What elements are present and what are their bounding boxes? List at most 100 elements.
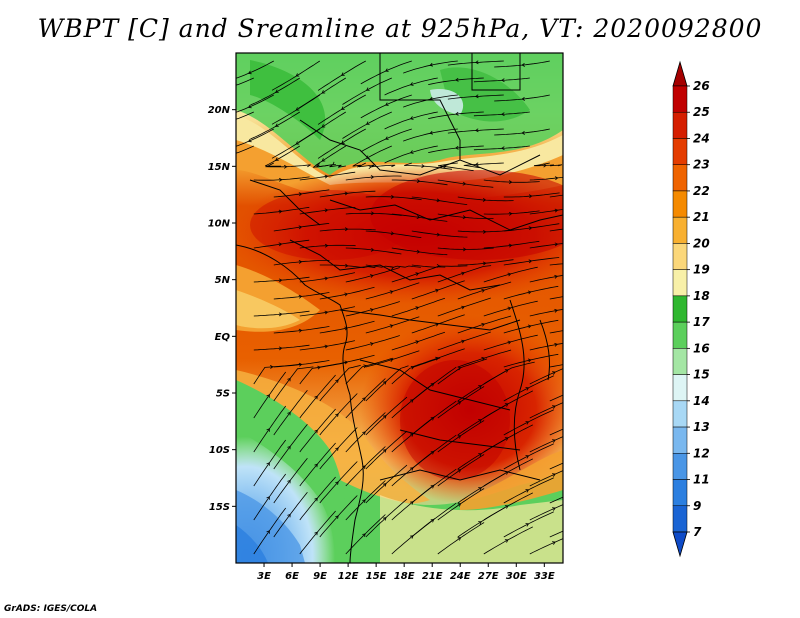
lon-tick-label: 21E (422, 571, 443, 582)
streamline-arrow (314, 429, 318, 434)
streamline-arrow (435, 288, 439, 293)
streamline-arrow (324, 344, 329, 349)
streamline-arrow (247, 104, 252, 109)
streamline-arrow (385, 68, 389, 72)
streamline-arrow (362, 533, 366, 537)
streamline (549, 394, 563, 402)
streamline-arrow (573, 492, 576, 495)
streamline-arrow (482, 197, 487, 202)
map-panel (228, 53, 578, 563)
streamline-arrow (295, 73, 300, 77)
streamline-arrow (266, 530, 270, 534)
streamline-arrow (457, 366, 462, 371)
colorbar-segment (672, 111, 688, 139)
colorbar-label: 20 (693, 236, 710, 250)
lon-tick-label: 6E (285, 571, 299, 582)
streamline-arrow (335, 481, 339, 485)
colorbar-label: 19 (693, 263, 710, 277)
streamline-arrow (525, 523, 530, 527)
lat-tick-label: 5S (216, 389, 230, 400)
streamline-arrow (552, 473, 556, 477)
streamline-arrow (573, 390, 576, 393)
colorbar-bottom-arrow (672, 531, 688, 558)
streamline-arrow (298, 328, 303, 333)
lon-tick-label: 27E (478, 571, 499, 582)
streamline-arrow (314, 395, 318, 400)
streamline-arrow (266, 428, 270, 432)
streamline-arrow (409, 116, 414, 120)
streamline-arrow (525, 489, 530, 493)
lat-tick-label: 10S (209, 445, 230, 456)
streamline-arrow (335, 447, 339, 451)
streamline-arrow (369, 308, 374, 312)
streamline-arrow (575, 361, 578, 364)
streamline (549, 330, 563, 334)
streamline-arrow (504, 505, 509, 509)
streamline-arrow (278, 312, 283, 317)
streamline (549, 462, 563, 470)
streamline (236, 77, 254, 86)
colorbar-segment (672, 505, 688, 533)
streamline-arrow (461, 271, 465, 276)
streamline-arrow (478, 419, 482, 423)
streamline-arrow (528, 226, 533, 231)
colorbar-label: 25 (693, 105, 710, 119)
streamline-arrow (554, 176, 559, 181)
streamline-arrow (455, 77, 459, 82)
streamline-arrow (554, 308, 558, 313)
streamline-arrow (389, 324, 394, 328)
streamline-arrow (266, 394, 270, 398)
streamline-arrow (266, 496, 270, 500)
streamline-arrow (344, 191, 349, 196)
colorbar-segment (672, 243, 688, 270)
streamline-arrow (295, 107, 300, 111)
streamline-arrow (382, 517, 387, 521)
streamlines (228, 60, 578, 555)
streamline-arrow (507, 340, 512, 345)
streamline-arrow (321, 124, 326, 128)
colorbar-label: 22 (693, 184, 710, 198)
streamline-arrow (475, 162, 479, 167)
streamline (549, 228, 563, 232)
streamline-arrow (521, 62, 525, 67)
streamline-arrow (462, 215, 467, 220)
streamline (549, 530, 563, 538)
streamline-arrow (525, 421, 530, 425)
map-frame (235, 52, 564, 564)
streamline-arrow (462, 181, 467, 186)
streamline-arrow (409, 399, 414, 403)
streamline-arrow (528, 194, 533, 199)
colorbar-segment (672, 190, 688, 218)
colorbar-label: 21 (693, 210, 710, 224)
streamline-arrow (275, 157, 279, 161)
colorbar-segment (672, 295, 688, 323)
streamline-arrow (278, 346, 283, 351)
streamline-arrow (362, 465, 366, 469)
streamline-arrow (455, 145, 459, 150)
streamline-arrow (575, 262, 578, 265)
streamline-arrow (283, 164, 288, 169)
streamline-arrow (287, 377, 291, 382)
lat-tick-label: 10N (208, 219, 231, 230)
streamline-arrow (528, 259, 533, 264)
colorbar-top-arrow (672, 60, 688, 87)
streamline-arrow (298, 259, 303, 264)
colorbar-label: 9 (693, 499, 701, 513)
streamline-arrow (287, 411, 291, 416)
colorbar: 26 25 24 23 22 21 20 19 18 17 16 15 14 13 12 11 9 7 (672, 60, 710, 558)
streamline-arrow (575, 192, 578, 195)
streamline-arrow (278, 209, 283, 214)
streamline-arrow (228, 86, 231, 89)
streamline-arrow (382, 415, 387, 419)
colorbar-label: 7 (693, 525, 702, 539)
lat-tick-label: 5N (215, 275, 231, 286)
streamline-arrow (390, 231, 395, 236)
streamline-arrow (368, 165, 372, 170)
streamline-arrow (508, 211, 513, 216)
streamline-arrow (365, 155, 370, 159)
colorbar-segment (672, 348, 688, 375)
streamline-arrow (554, 208, 559, 213)
streamline (236, 111, 254, 120)
streamline-arrow (287, 479, 291, 484)
